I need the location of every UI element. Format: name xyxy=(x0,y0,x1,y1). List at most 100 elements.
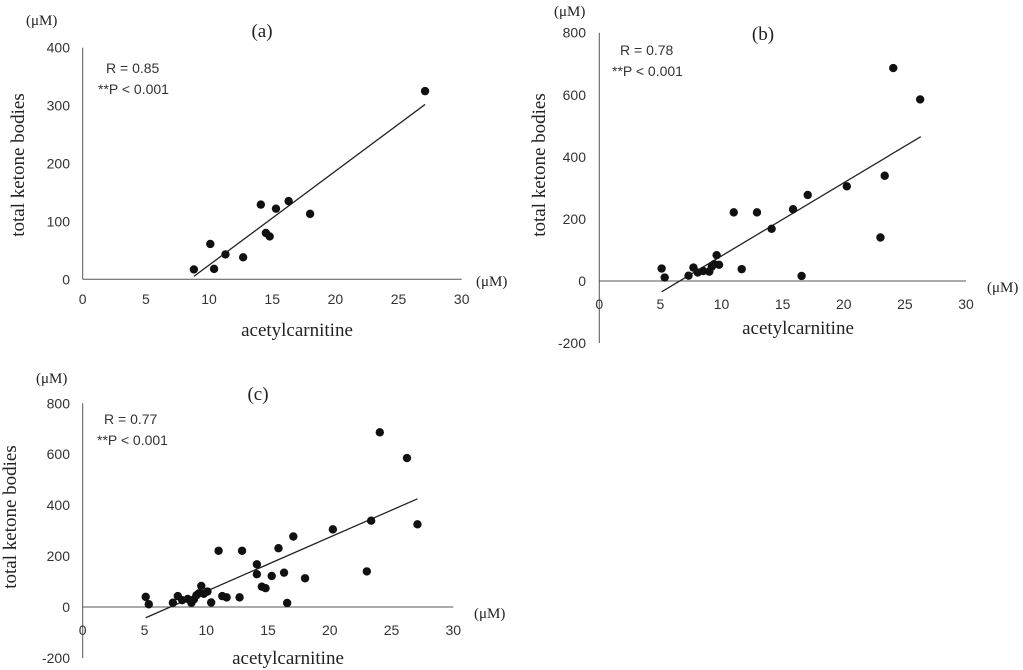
data-point xyxy=(209,264,219,274)
y-tick-label: 200 xyxy=(563,211,587,227)
y-tick-label: 600 xyxy=(47,446,71,462)
data-point xyxy=(237,546,247,555)
data-point xyxy=(282,598,292,608)
x-tick-label: 0 xyxy=(79,622,87,638)
data-point xyxy=(737,264,746,274)
x-tick-label: 25 xyxy=(391,291,407,307)
data-point xyxy=(289,532,298,541)
data-point xyxy=(206,598,216,607)
y-tick-label: 400 xyxy=(47,40,71,56)
x-tick-label: 30 xyxy=(958,296,974,312)
x-tick-label: 20 xyxy=(836,296,852,312)
data-point xyxy=(328,525,338,534)
data-point xyxy=(803,190,812,200)
data-point xyxy=(252,560,262,569)
data-point xyxy=(218,591,227,601)
r-value-annotation: R = 0.85 xyxy=(106,60,160,76)
chart-title: (b) xyxy=(752,24,774,45)
y-tick-label: 200 xyxy=(47,156,71,172)
chart-title: (a) xyxy=(251,21,272,42)
data-point xyxy=(880,171,889,180)
data-point xyxy=(271,204,281,213)
y-tick-label: 600 xyxy=(563,87,587,103)
y-tick-label: -200 xyxy=(42,650,70,666)
p-value-annotation: **P < 0.001 xyxy=(612,63,683,79)
data-point xyxy=(698,266,708,276)
data-point xyxy=(256,200,266,209)
y-axis-label: total ketone bodies xyxy=(529,93,550,237)
data-point xyxy=(274,544,283,553)
data-point xyxy=(362,567,372,576)
x-unit-label: (μM) xyxy=(474,606,505,622)
x-axis-label: acetylcarnitine xyxy=(241,320,353,341)
x-axis-label: acetylcarnitine xyxy=(232,648,344,669)
x-tick-label: 20 xyxy=(322,622,338,638)
data-point xyxy=(366,516,376,525)
data-point xyxy=(187,598,196,607)
x-tick-label: 5 xyxy=(141,622,149,638)
y-tick-label: 300 xyxy=(47,98,71,114)
data-point xyxy=(767,224,776,234)
x-tick-label: 10 xyxy=(714,296,730,312)
data-point xyxy=(144,600,153,609)
data-point xyxy=(712,250,721,260)
data-point xyxy=(788,205,798,214)
chart-b: -200 0 200 400 600 800 0 5 10 15 20 25 30 acetylcarni… xyxy=(529,4,1018,351)
data-point xyxy=(168,598,178,607)
data-point xyxy=(221,250,230,259)
data-point xyxy=(267,571,276,581)
data-point xyxy=(261,584,270,593)
chart-a: 0 100 200 300 400 0 5 10 15 20 25 30 acetylcarnitine… xyxy=(8,13,507,341)
data-point xyxy=(714,260,724,270)
x-tick-label: 15 xyxy=(260,622,276,638)
x-tick-label: 25 xyxy=(384,622,400,638)
data-point xyxy=(305,209,315,219)
data-point xyxy=(238,253,248,262)
r-value-annotation: R = 0.77 xyxy=(104,411,158,427)
data-point xyxy=(889,63,898,73)
data-point xyxy=(284,196,293,206)
data-point xyxy=(206,239,215,249)
y-tick-label: 800 xyxy=(47,395,71,411)
r-value-annotation: R = 0.78 xyxy=(620,42,674,58)
data-point xyxy=(265,232,274,241)
y-tick-label: 400 xyxy=(563,149,587,165)
y-unit-label: (μM) xyxy=(26,13,57,29)
y-tick-label: 800 xyxy=(563,25,587,41)
data-point xyxy=(279,568,289,577)
data-point xyxy=(402,453,412,463)
x-tick-label: 15 xyxy=(775,296,791,312)
data-point xyxy=(413,520,422,529)
p-value-annotation: **P < 0.001 xyxy=(98,81,169,97)
data-point xyxy=(300,574,310,583)
data-point xyxy=(420,86,430,96)
data-point xyxy=(197,581,206,591)
x-tick-label: 30 xyxy=(446,622,462,638)
data-point xyxy=(252,570,262,579)
x-tick-label: 5 xyxy=(657,296,665,312)
y-tick-label: 200 xyxy=(47,548,71,564)
x-tick-label: 5 xyxy=(142,291,150,307)
y-tick-label: 100 xyxy=(47,213,71,229)
data-point xyxy=(876,233,885,242)
x-tick-label: 10 xyxy=(201,291,217,307)
x-tick-label: 0 xyxy=(79,291,87,307)
p-value-annotation: **P < 0.001 xyxy=(97,432,168,448)
data-point xyxy=(752,208,762,217)
data-point xyxy=(235,593,244,602)
chart-c: -200 0 200 400 600 800 0 5 10 15 20 25 30 acetylcarni… xyxy=(0,371,505,669)
y-tick-label: -200 xyxy=(558,335,586,351)
data-point xyxy=(189,265,199,274)
y-axis-label: total ketone bodies xyxy=(0,445,21,589)
y-tick-label: 0 xyxy=(62,271,70,287)
y-tick-label: 0 xyxy=(62,599,70,615)
data-point xyxy=(657,264,666,273)
y-unit-label: (μM) xyxy=(36,371,67,387)
trendline xyxy=(661,136,922,293)
y-axis-label: total ketone bodies xyxy=(8,93,29,237)
y-tick-label: 0 xyxy=(578,273,586,289)
x-unit-label: (μM) xyxy=(987,280,1018,296)
x-axis-label: acetylcarnitine xyxy=(742,318,854,339)
chart-title: (c) xyxy=(247,384,268,405)
